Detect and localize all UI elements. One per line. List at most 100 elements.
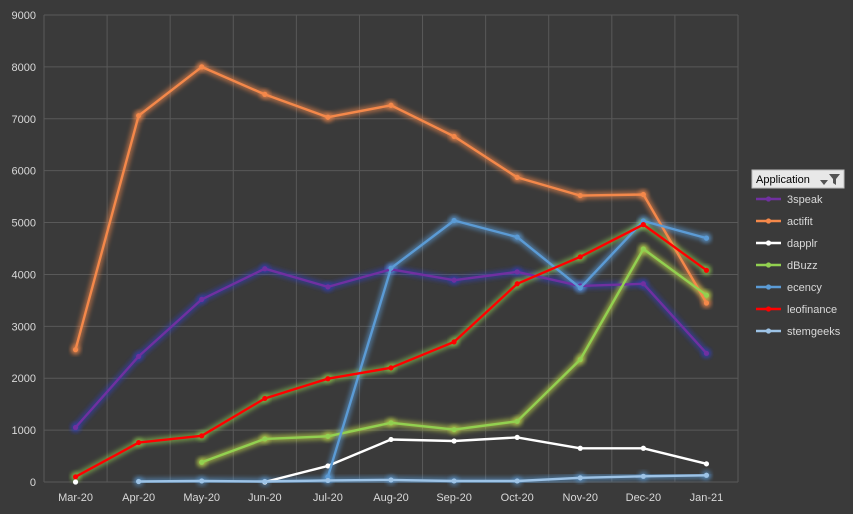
y-tick-label: 3000: [12, 321, 36, 333]
data-point-dbuzz: [703, 292, 710, 298]
data-point-actifit: [262, 91, 268, 97]
x-axis: Mar-20 Apr-20 May-20 Jun-20 Jul-20 Aug-20 Sep-…: [58, 492, 723, 504]
y-tick-label: 2000: [12, 373, 36, 385]
series-lines: [72, 64, 710, 485]
legend: Application 3speak actifit dapplr dBuzz ecen…: [751, 169, 845, 338]
data-point-leofinance: [262, 395, 268, 402]
y-tick-label: 5000: [12, 218, 36, 230]
legend-label-leofinance: leofinance: [787, 304, 837, 316]
data-point-ecency: [577, 285, 583, 291]
data-point-dapplr: [703, 461, 710, 467]
data-point-3speak: [72, 424, 79, 431]
data-point-dapplr: [640, 445, 646, 451]
y-tick-label: 8000: [12, 62, 36, 74]
data-point-actifit: [325, 114, 331, 120]
x-tick-label: Mar-20: [58, 492, 93, 504]
data-point-actifit: [577, 192, 583, 199]
legend-header[interactable]: [751, 169, 845, 189]
data-point-leofinance: [577, 254, 583, 260]
data-point-stemgeeks: [640, 473, 646, 479]
data-point-dbuzz: [451, 426, 457, 433]
data-point-dapplr: [325, 463, 331, 469]
data-point-3speak: [325, 284, 331, 290]
legend-marker-leofinance: [765, 306, 772, 312]
x-tick-label: Jul-20: [313, 492, 343, 504]
data-point-ecency: [514, 234, 520, 240]
data-point-dbuzz: [388, 420, 394, 426]
x-tick-label: Jan-21: [690, 492, 724, 504]
data-point-actifit: [136, 113, 142, 119]
x-tick-label: Sep-20: [436, 492, 471, 504]
data-point-dapplr: [577, 445, 583, 451]
data-point-ecency: [388, 265, 394, 271]
legend-marker-stemgeeks: [765, 328, 772, 334]
series-line-stemgeeks: [137, 474, 708, 483]
data-point-stemgeeks: [199, 478, 205, 484]
data-point-stemgeeks: [136, 478, 142, 485]
data-point-3speak: [136, 353, 142, 360]
data-point-dbuzz: [262, 436, 268, 442]
data-point-stemgeeks: [388, 477, 394, 483]
data-point-stemgeeks: [577, 475, 583, 481]
x-tick-label: May-20: [183, 492, 220, 504]
data-point-leofinance: [640, 222, 646, 228]
data-point-stemgeeks: [514, 478, 520, 484]
data-point-actifit: [640, 191, 646, 198]
y-tick-label: 9000: [12, 10, 36, 22]
data-point-leofinance: [136, 439, 142, 446]
legend-title: Application: [756, 174, 810, 186]
data-point-dapplr: [388, 436, 394, 443]
data-point-dapplr: [514, 434, 520, 440]
gridlines: [43, 14, 739, 483]
legend-label-actifit: actifit: [787, 216, 813, 228]
x-tick-label: Aug-20: [373, 492, 408, 504]
data-point-actifit: [703, 300, 710, 306]
data-point-leofinance: [388, 365, 394, 371]
legend-marker-dbuzz: [765, 262, 772, 268]
data-point-leofinance: [325, 376, 331, 382]
y-tick-label: 6000: [12, 166, 36, 178]
data-point-3speak: [199, 296, 205, 302]
data-point-ecency: [703, 235, 710, 241]
data-point-dapplr: [451, 438, 457, 444]
data-point-stemgeeks: [451, 478, 457, 484]
legend-marker-3speak: [765, 196, 772, 202]
data-point-dbuzz: [640, 246, 646, 252]
data-point-stemgeeks: [703, 472, 710, 478]
data-point-actifit: [199, 64, 205, 70]
legend-label-dapplr: dapplr: [787, 238, 818, 250]
data-point-stemgeeks: [262, 478, 268, 485]
data-point-leofinance: [703, 267, 710, 273]
data-point-dbuzz: [577, 356, 583, 363]
y-tick-label: 7000: [12, 114, 36, 126]
data-point-3speak: [640, 281, 646, 287]
data-point-leofinance: [451, 339, 457, 345]
data-point-actifit: [72, 347, 79, 353]
data-point-actifit: [451, 133, 457, 140]
data-point-dbuzz: [199, 459, 205, 465]
data-point-leofinance: [72, 474, 79, 480]
data-point-actifit: [514, 174, 520, 181]
data-point-3speak: [451, 277, 457, 283]
data-point-3speak: [703, 350, 710, 356]
legend-label-ecency: ecency: [787, 282, 822, 294]
data-point-ecency: [451, 217, 457, 224]
data-point-leofinance: [514, 281, 520, 287]
legend-marker-actifit: [765, 218, 772, 224]
data-point-dapplr: [72, 479, 79, 485]
data-point-3speak: [514, 269, 520, 275]
legend-label-stemgeeks: stemgeeks: [787, 326, 841, 338]
x-tick-label: Oct-20: [501, 492, 534, 504]
y-tick-label: 1000: [12, 425, 36, 437]
x-tick-label: Apr-20: [122, 492, 155, 504]
y-tick-label: 0: [30, 477, 36, 489]
x-tick-label: Nov-20: [563, 492, 598, 504]
x-tick-label: Dec-20: [626, 492, 661, 504]
y-tick-label: 4000: [12, 269, 36, 281]
legend-label-3speak: 3speak: [787, 194, 823, 206]
legend-label-dbuzz: dBuzz: [787, 260, 818, 272]
filter-dropdown-icon[interactable]: [820, 174, 840, 185]
series-line-dapplr: [263, 436, 708, 484]
data-point-ecency: [640, 218, 646, 224]
